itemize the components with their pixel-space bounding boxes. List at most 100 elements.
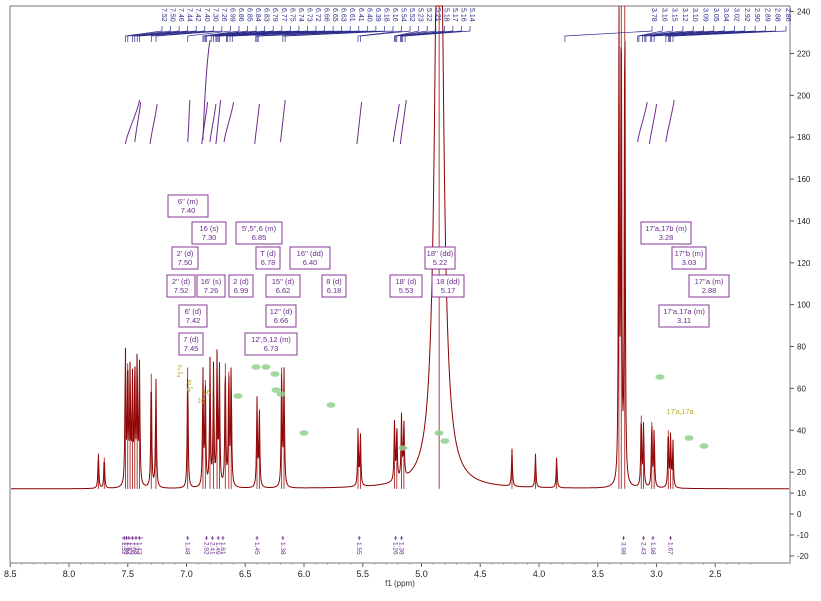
multiplet-box-line-20-1: 2.88: [702, 286, 717, 295]
multiplet-box-line-19-1: 3.03: [682, 258, 697, 267]
peak-label-connector-33: [400, 26, 445, 42]
peak-label-connector-9: [202, 26, 240, 42]
multiplet-box-line-10-1: 6.18: [327, 286, 342, 295]
green-multiplet-marker-8: [398, 445, 408, 451]
peak-label-connector-4: [136, 26, 197, 42]
multiplet-box-line-2-0: 5',5'',6 (m): [242, 224, 277, 233]
peak-label-connector-40: [642, 26, 684, 42]
peak-label-text-9: 6.86: [237, 8, 244, 22]
integral-curve-10: [356, 101, 363, 145]
green-multiplet-marker-7: [326, 402, 336, 408]
peak-label-connector-34: [401, 26, 454, 42]
multiplet-box-line-7-0: 16' (s): [201, 277, 222, 286]
peak-label-text-31: 5.22: [425, 8, 432, 22]
peak-label-13: 6.79: [210, 8, 278, 42]
green-multiplet-marker-13: [699, 443, 709, 449]
peak-label-6: 7.30: [150, 8, 218, 42]
peak-label-text-47: 2.90: [753, 8, 760, 22]
multiplet-box-frame-6: [166, 274, 196, 298]
peak-label-connector-3: [134, 26, 189, 42]
peak-label-29: 5.52: [360, 8, 415, 42]
multiplet-box-line-9-0: 15'' (d): [272, 277, 295, 286]
peak-tag-5: 16: [197, 398, 205, 405]
peak-label-connector-0: [125, 26, 163, 42]
peak-label-connector-44: [651, 26, 725, 42]
peak-label-text-36: 5.14: [468, 8, 475, 22]
peak-label-text-23: 6.41: [357, 8, 364, 22]
peak-label-text-29: 5.52: [408, 8, 415, 22]
peak-label-text-26: 6.18: [382, 8, 389, 22]
multiplet-box-line-20-0: 17''a (m): [695, 277, 724, 286]
multiplet-box-line-8-0: 2 (d): [233, 277, 249, 286]
peak-label-1: 7.50: [127, 8, 176, 42]
peak-tag-0: 2': [177, 365, 182, 372]
integral-curve-1: [134, 101, 142, 143]
peak-label-text-24: 6.40: [365, 8, 372, 22]
peak-label-connector-28: [357, 26, 402, 42]
peak-label-11: 6.84: [204, 8, 261, 42]
peak-label-connector-13: [210, 26, 274, 42]
peak-label-text-2: 7.46: [177, 8, 184, 22]
peak-label-connector-14: [213, 26, 283, 42]
peak-label-38: 3.16: [637, 8, 667, 42]
multiplet-box-line-3-0: 2' (d): [177, 249, 194, 258]
green-multiplet-marker-4: [271, 387, 281, 393]
y-tick-label-11: 160: [797, 175, 811, 184]
multiplet-box-line-18-1: 3.28: [659, 233, 674, 242]
x-tick-label-4: 6.5: [239, 569, 252, 579]
multiplet-box-frame-13: [178, 332, 204, 356]
peak-label-text-10: 6.85: [246, 8, 253, 22]
multiplet-box-line-5-0: 16'' (dd): [297, 249, 324, 258]
multiplet-box-9: 15'' (d)6.62: [265, 274, 301, 298]
multiplet-box-frame-18: [640, 221, 692, 245]
peak-label-text-17: 6.73: [305, 8, 312, 22]
multiplet-box-3: 2' (d)7.50: [171, 246, 199, 270]
multiplet-box-line-15-1: 5.22: [433, 258, 448, 267]
peak-label-text-19: 6.66: [323, 8, 330, 22]
y-tick-label-2: 0: [797, 510, 802, 519]
peak-label-text-37: 3.78: [650, 8, 657, 22]
peak-label-connector-29: [360, 26, 411, 42]
peak-label-text-14: 6.77: [280, 8, 287, 22]
peak-label-44: 3.04: [651, 8, 729, 42]
peak-label-connector-32: [396, 26, 437, 42]
peak-label-4: 7.42: [136, 8, 201, 42]
peak-label-text-28: 5.54: [400, 8, 407, 22]
peak-label-text-45: 3.02: [733, 8, 740, 22]
multiplet-box-2: 5',5'',6 (m)6.85: [235, 221, 283, 245]
peak-label-connector-39: [638, 26, 673, 42]
multiplet-box-line-7-1: 7.26: [204, 286, 219, 295]
multiplet-box-7: 16' (s)7.26: [196, 274, 226, 298]
peak-label-34: 5.17: [401, 8, 458, 42]
green-multiplet-marker-1: [251, 364, 261, 370]
peak-label-text-6: 7.30: [211, 8, 218, 22]
integral-label-2: 1.62: [125, 542, 132, 555]
multiplet-box-frame-14: [244, 332, 298, 356]
integral-curve-8: [254, 103, 260, 145]
peak-label-43: 3.05: [650, 8, 719, 42]
integral-brackets: 1.521.391.621.061.481.43 1.48 2.922.411.49…: [120, 536, 674, 555]
peak-label-36: 5.14: [404, 8, 475, 42]
peak-label-connector-18: [219, 26, 317, 42]
multiplet-box-line-21-0: 17'a,17a (m): [663, 307, 705, 316]
integral-label-5: 1.43: [136, 542, 143, 555]
green-multiplet-marker-0: [233, 393, 243, 399]
multiplet-box-line-15-0: 18'' (dd): [427, 249, 454, 258]
peak-label-connector-30: [394, 26, 420, 42]
multiplet-box-line-4-0: T (d): [260, 249, 276, 258]
peak-label-connector-2: [132, 26, 180, 42]
y-tick-label-9: 120: [797, 259, 811, 268]
peak-label-text-50: 2.86: [784, 8, 791, 22]
multiplet-box-frame-7: [196, 274, 226, 298]
multiplet-box-line-8-1: 6.99: [234, 286, 249, 295]
multiplet-box-line-3-1: 7.50: [178, 258, 193, 267]
multiplet-box-line-0-1: 7.40: [181, 206, 196, 215]
peak-label-connector-43: [650, 26, 715, 42]
multiplet-box-6: 2'' (d)7.52: [166, 274, 196, 298]
peak-label-connector-12: [206, 26, 266, 42]
peak-label-connector-35: [402, 26, 462, 42]
peak-label-connector-46: [665, 26, 746, 42]
peak-label-42: 3.09: [645, 8, 709, 42]
peak-label-text-3: 7.44: [186, 8, 193, 22]
